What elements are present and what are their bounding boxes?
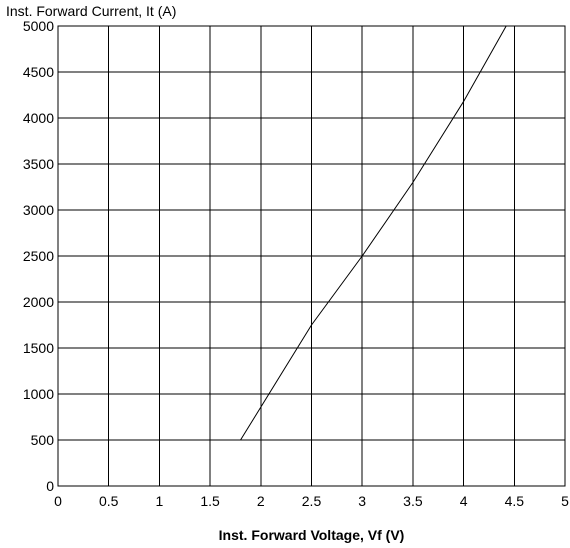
y-tick-label: 3000 — [23, 202, 54, 218]
y-tick-label: 500 — [31, 432, 55, 448]
x-tick-label: 0 — [54, 493, 62, 509]
grid — [57, 25, 566, 487]
y-tick-label: 0 — [46, 478, 54, 494]
y-tick-label: 3500 — [23, 156, 54, 172]
x-tick-label: 2 — [257, 493, 265, 509]
y-axis-ticks: 0 500 1000 1500 2000 2500 3000 3500 4000 4500 5000 — [23, 18, 54, 494]
y-axis-title: Inst. Forward Current, It (A) — [6, 3, 176, 19]
y-tick-label: 4000 — [23, 110, 54, 126]
series-line-0 — [240, 25, 507, 441]
x-axis-ticks: 0 0.5 1 1.5 2 2.5 3 3.5 4 4.5 5 — [54, 493, 569, 509]
x-tick-label: 4.5 — [505, 493, 525, 509]
x-tick-label: 4 — [460, 493, 468, 509]
plot-area-frame — [57, 25, 566, 487]
y-tick-label: 2500 — [23, 248, 54, 264]
x-tick-label: 0.5 — [99, 493, 119, 509]
series-layer — [240, 25, 507, 441]
y-tick-label: 1500 — [23, 340, 54, 356]
x-tick-label: 2.5 — [302, 493, 322, 509]
y-tick-label: 4500 — [23, 64, 54, 80]
y-tick-label: 1000 — [23, 386, 54, 402]
x-tick-label: 1.5 — [200, 493, 220, 509]
x-tick-label: 3.5 — [403, 493, 423, 509]
y-tick-label: 2000 — [23, 294, 54, 310]
x-tick-label: 5 — [561, 493, 569, 509]
x-axis-title: Inst. Forward Voltage, Vf (V) — [219, 527, 405, 543]
x-tick-label: 3 — [358, 493, 366, 509]
x-tick-label: 1 — [156, 493, 164, 509]
y-tick-label: 5000 — [23, 18, 54, 34]
